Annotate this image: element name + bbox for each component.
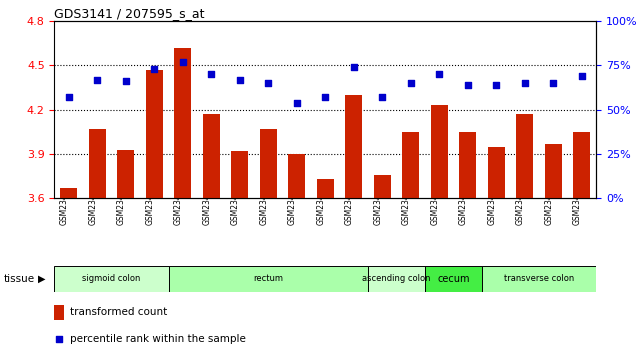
Text: GSM234925: GSM234925 (316, 178, 325, 225)
Text: GSM234918: GSM234918 (402, 178, 411, 224)
Bar (88, 129, 106, 198)
Bar (488, 147, 505, 198)
Bar (54, 305, 64, 320)
Text: ▶: ▶ (38, 274, 46, 284)
Point (292, 100, 302, 105)
Text: GSM234910: GSM234910 (88, 178, 97, 225)
Point (206, 72, 217, 77)
Bar (203, 114, 220, 198)
Bar (368, 266, 425, 292)
Point (63, 95, 74, 100)
Point (377, 95, 387, 100)
Text: GSM234912: GSM234912 (459, 178, 468, 224)
Bar (573, 132, 590, 198)
Bar (260, 129, 277, 198)
Text: rectum: rectum (253, 274, 283, 283)
Bar (169, 266, 368, 292)
Bar (482, 266, 596, 292)
Text: GSM234926: GSM234926 (146, 178, 154, 225)
Bar (516, 114, 533, 198)
Point (548, 80, 558, 86)
Point (577, 73, 587, 79)
Text: GSM234924: GSM234924 (288, 178, 297, 225)
Text: ascending colon: ascending colon (362, 274, 431, 283)
Text: transverse colon: transverse colon (504, 274, 574, 283)
Point (235, 77, 245, 82)
Point (178, 59, 188, 65)
Bar (431, 105, 448, 198)
Text: GSM234920: GSM234920 (516, 178, 525, 225)
Text: cecum: cecum (437, 274, 470, 284)
Bar (288, 154, 305, 198)
Point (320, 95, 331, 100)
Text: GSM234909: GSM234909 (60, 178, 69, 225)
Point (463, 82, 473, 88)
Bar (425, 266, 482, 292)
Text: GDS3141 / 207595_s_at: GDS3141 / 207595_s_at (54, 7, 205, 20)
Text: GSM234927: GSM234927 (345, 178, 354, 225)
Bar (117, 149, 135, 198)
Bar (146, 70, 163, 198)
Text: transformed count: transformed count (70, 307, 167, 317)
Bar (317, 179, 334, 198)
Bar (345, 95, 362, 198)
Point (365, 215, 375, 221)
Bar (60, 188, 78, 198)
Bar (231, 151, 248, 198)
Point (121, 79, 131, 84)
Point (520, 80, 530, 86)
Point (349, 64, 359, 70)
Bar (460, 132, 476, 198)
Bar (545, 144, 562, 198)
Bar (174, 48, 191, 198)
Text: GSM234911: GSM234911 (174, 178, 183, 224)
Bar (374, 175, 391, 198)
Text: GSM234917: GSM234917 (487, 178, 496, 225)
Bar (54, 266, 169, 292)
Point (406, 80, 416, 86)
Text: sigmoid colon: sigmoid colon (82, 274, 140, 283)
Point (263, 80, 274, 86)
Text: GSM234914: GSM234914 (203, 178, 212, 225)
Point (434, 72, 444, 77)
Text: GSM234921: GSM234921 (544, 178, 553, 224)
Point (149, 66, 160, 72)
Text: GSM234915: GSM234915 (231, 178, 240, 225)
Text: percentile rank within the sample: percentile rank within the sample (70, 334, 246, 344)
Bar (403, 132, 419, 198)
Text: GSM234913: GSM234913 (373, 178, 382, 225)
Text: GSM234923: GSM234923 (260, 178, 269, 225)
Text: GSM234919: GSM234919 (430, 178, 439, 225)
Text: GSM234916: GSM234916 (117, 178, 126, 225)
Text: tissue: tissue (3, 274, 35, 284)
Point (92, 77, 103, 82)
Text: GSM234922: GSM234922 (573, 178, 582, 224)
Point (491, 82, 501, 88)
